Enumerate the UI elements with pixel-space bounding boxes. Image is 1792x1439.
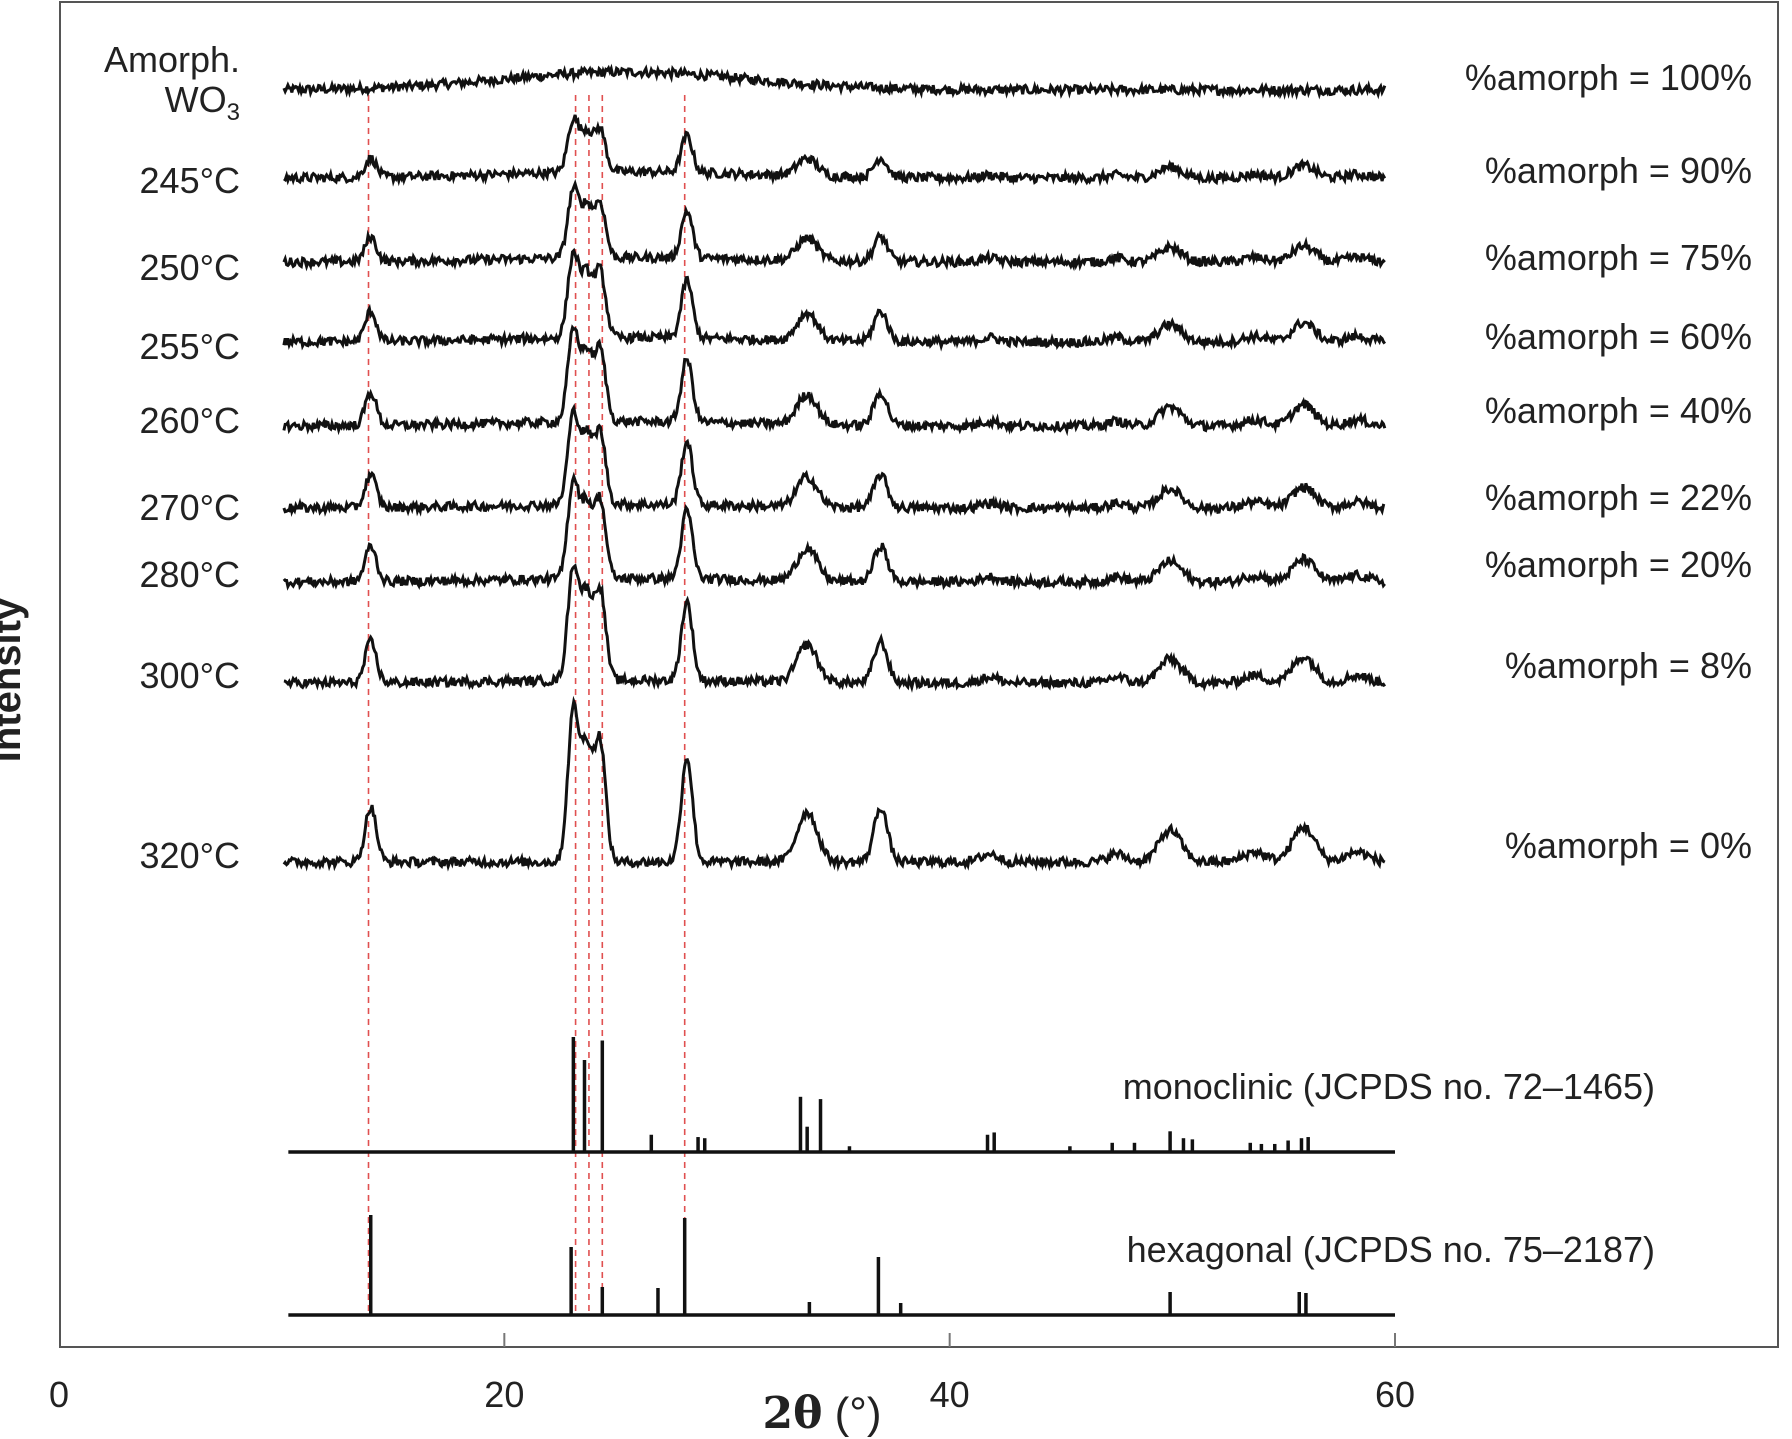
trace-temperature-label: 270°C (140, 487, 240, 528)
trace-formula-label: WO3 (165, 79, 240, 126)
x-tick-label: 20 (484, 1374, 524, 1415)
x-tick-label: 0 (49, 1374, 69, 1415)
amorph-fraction-label: %amorph = 100% (1465, 57, 1752, 98)
amorph-fraction-label: %amorph = 75% (1485, 237, 1752, 278)
trace-temperature-label: 320°C (140, 835, 240, 876)
trace-line (282, 471, 1386, 592)
trace-line (282, 695, 1386, 872)
trace-temperature-label: 255°C (140, 326, 240, 367)
plot-frame (59, 1, 1779, 1348)
trace-temperature-label: Amorph. (104, 39, 240, 80)
trace-temperature-label: 260°C (140, 400, 240, 441)
diffraction-traces (282, 63, 1387, 872)
reference-label: monoclinic (JCPDS no. 72–1465) (1123, 1066, 1655, 1107)
reference-patterns: monoclinic (JCPDS no. 72–1465) hexagonal … (288, 1037, 1655, 1317)
guide-lines (367, 95, 686, 1315)
trace-temperature-label: 250°C (140, 247, 240, 288)
amorph-fraction-label: %amorph = 40% (1485, 390, 1752, 431)
trace-line (282, 63, 1387, 101)
trace-line (282, 403, 1386, 519)
amorph-fraction-label: %amorph = 22% (1485, 477, 1752, 518)
trace-line (283, 563, 1387, 693)
x-tick-label: 40 (930, 1374, 970, 1415)
x-tick-label: 60 (1375, 1374, 1415, 1415)
amorph-fraction-label: %amorph = 8% (1505, 645, 1752, 686)
x-axis: 0 20 40 60 2θ (°) (49, 1333, 1415, 1439)
trace-temperature-label: 245°C (140, 160, 240, 201)
trace-temperature-label: 300°C (140, 655, 240, 696)
trace-line (282, 179, 1386, 272)
trace-line (282, 247, 1387, 352)
amorph-fraction-label: %amorph = 90% (1485, 150, 1752, 191)
amorph-fraction-label: %amorph = 20% (1485, 544, 1752, 585)
trace-line (282, 324, 1387, 437)
trace-temperature-label: 280°C (140, 554, 240, 595)
trace-labels: Amorph.WO3 %amorph = 100% 245°C %amorph = 9… (104, 39, 1752, 876)
amorph-fraction-label: %amorph = 60% (1485, 316, 1752, 357)
trace-line (283, 114, 1387, 188)
x-axis-label: 2θ (°) (762, 1388, 881, 1439)
y-axis-label: Intensity (0, 597, 29, 762)
amorph-fraction-label: %amorph = 0% (1505, 825, 1752, 866)
reference-label: hexagonal (JCPDS no. 75–2187) (1127, 1229, 1655, 1270)
